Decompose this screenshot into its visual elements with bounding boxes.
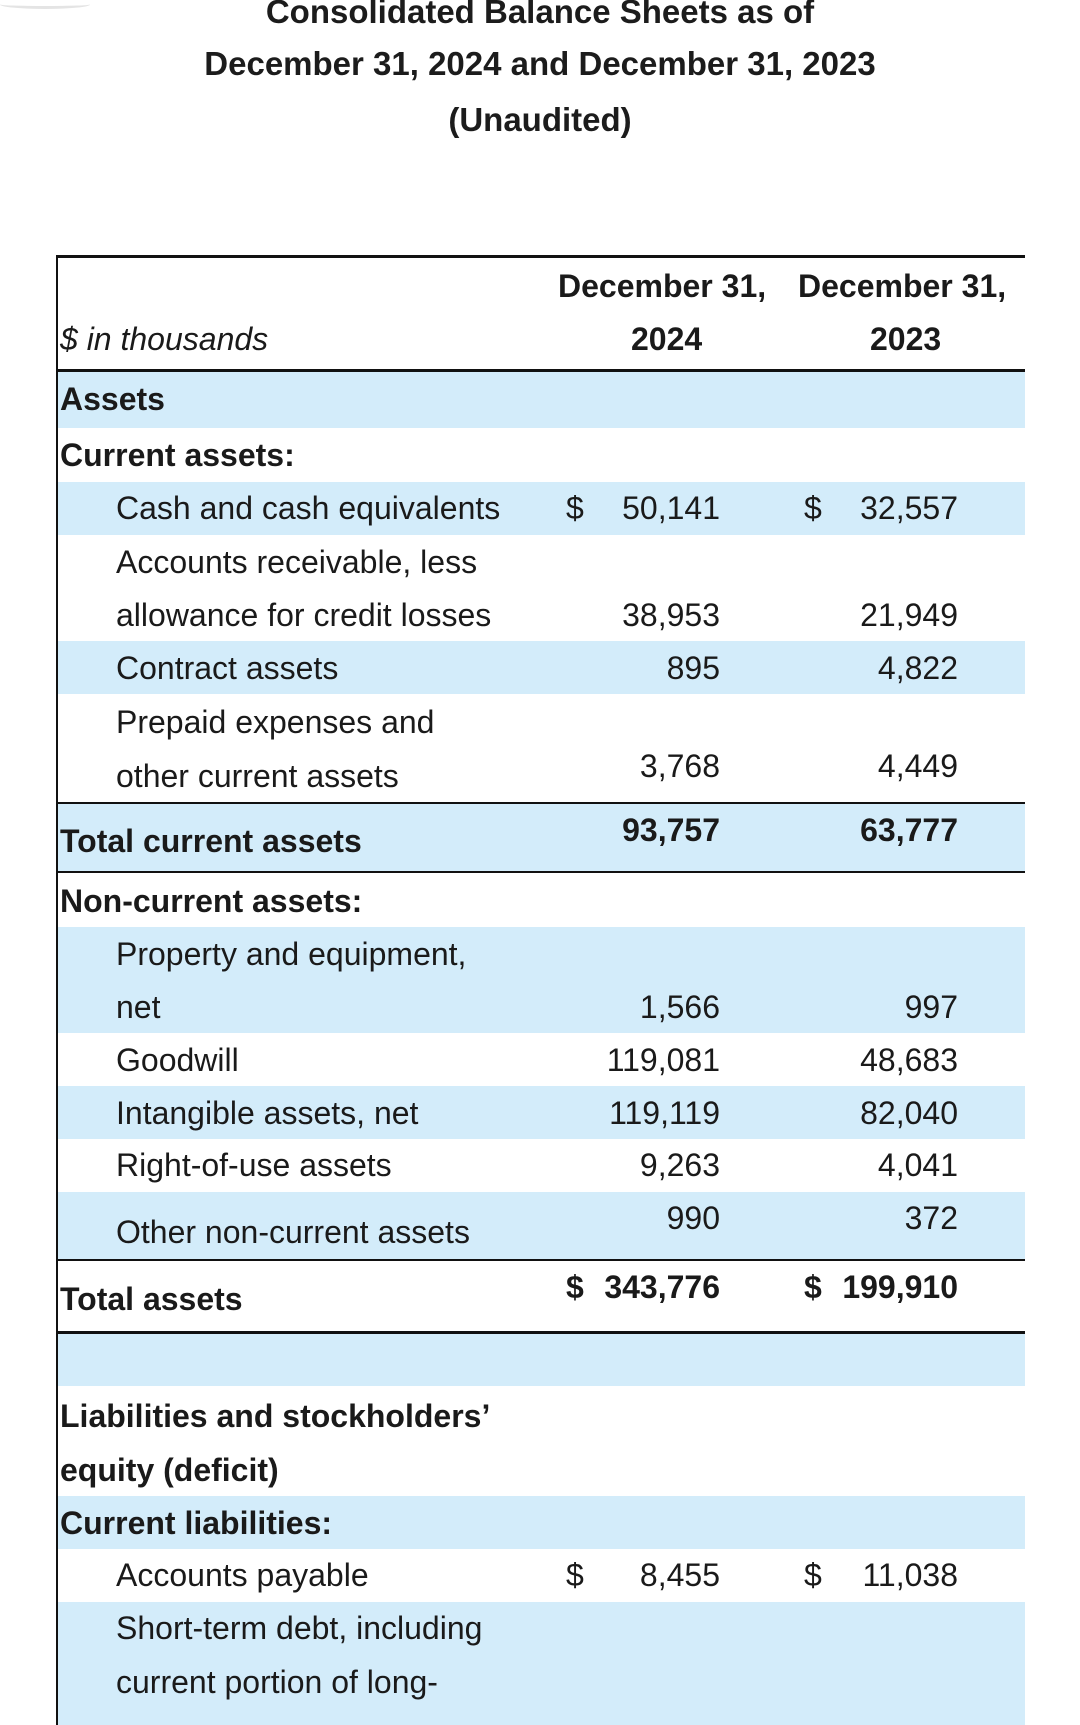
row-label: Goodwill xyxy=(116,1042,239,1078)
dollar-sign: $ xyxy=(566,1269,584,1305)
title-line-2: December 31, 2024 and December 31, 2023 xyxy=(204,45,876,82)
value-2023: 199,910 xyxy=(842,1269,958,1305)
dollar-sign: $ xyxy=(804,1269,822,1305)
subtotal-rule xyxy=(58,802,1025,804)
value-2024: 3,768 xyxy=(639,748,720,784)
row-label: Contract assets xyxy=(116,650,339,686)
value-2024: 1,566 xyxy=(639,989,720,1025)
table-row: Goodwill 119,081 48,683 xyxy=(58,1033,1025,1086)
row-label: Accounts receivable, less xyxy=(116,544,478,580)
table-row-empty xyxy=(58,1334,1025,1386)
col1-header-top: December 31, xyxy=(558,268,767,304)
section-label-assets: Assets xyxy=(60,381,165,417)
section-label-liabilities-cont: equity (deficit) xyxy=(60,1452,279,1488)
value-2023: 63,777 xyxy=(860,812,958,848)
row-label: Accounts payable xyxy=(116,1557,369,1593)
col1-header-year: 2024 xyxy=(631,321,703,357)
table-row: Intangible assets, net 119,119 82,040 xyxy=(58,1086,1025,1139)
dollar-sign: $ xyxy=(804,1557,822,1593)
row-label: Property and equipment, xyxy=(116,936,467,972)
value-2023: 997 xyxy=(904,989,958,1025)
subtotal-rule xyxy=(58,871,1025,873)
table-row: Current assets: xyxy=(58,428,1025,482)
table-top-rule xyxy=(58,255,1025,258)
row-label: Intangible assets, net xyxy=(116,1095,419,1131)
table-row: Accounts payable $ 8,455 $ 11,038 xyxy=(58,1549,1025,1602)
title-line-3: (Unaudited) xyxy=(448,101,632,138)
value-2024: 119,081 xyxy=(606,1042,720,1078)
row-label: Short-term debt, including xyxy=(116,1610,483,1646)
table-row: Contract assets 895 4,822 xyxy=(58,641,1025,694)
table-row: Non-current assets: xyxy=(58,873,1025,927)
value-2024: 990 xyxy=(666,1200,720,1236)
value-2024: 119,119 xyxy=(609,1095,720,1131)
table-row: Current liabilities: xyxy=(58,1496,1025,1549)
title-line-1: Consolidated Balance Sheets as of xyxy=(265,0,815,30)
row-label: Cash and cash equivalents xyxy=(116,490,501,526)
dollar-sign: $ xyxy=(566,490,584,526)
balance-sheet-table: December 31, December 31, $ in thousands… xyxy=(56,255,1025,1725)
row-label-cont: current portion of long- xyxy=(116,1664,438,1700)
corner-fragment xyxy=(0,0,90,9)
col2-header-year: 2023 xyxy=(870,321,942,357)
value-2023: 82,040 xyxy=(860,1095,958,1131)
section-label-current-assets: Current assets: xyxy=(60,437,295,473)
table-row: Right-of-use assets 9,263 4,041 xyxy=(58,1139,1025,1192)
section-label-current-liabilities: Current liabilities: xyxy=(60,1505,333,1541)
dollar-sign: $ xyxy=(566,1557,584,1593)
table-row: Total current assets 93,757 63,777 xyxy=(58,804,1025,871)
row-label-cont: allowance for credit losses xyxy=(116,597,492,633)
row-label: Prepaid expenses and xyxy=(116,704,435,740)
table-row: Property and equipment, net 1,566 997 xyxy=(58,927,1025,1033)
value-2024: 895 xyxy=(666,650,720,686)
table-row: Assets xyxy=(58,372,1025,428)
row-label-total: Total assets xyxy=(60,1281,243,1317)
row-label-cont: net xyxy=(116,989,161,1025)
value-2023: 32,557 xyxy=(860,490,958,526)
value-2023: 48,683 xyxy=(860,1042,958,1078)
value-2023: 372 xyxy=(904,1200,958,1236)
value-2024: 9,263 xyxy=(639,1147,720,1183)
dollar-sign: $ xyxy=(804,490,822,526)
table-row: Other non-current assets 990 372 xyxy=(58,1192,1025,1259)
value-2023: 11,038 xyxy=(862,1557,959,1593)
value-2023: 4,822 xyxy=(877,650,958,686)
col2-header-top: December 31, xyxy=(798,268,1007,304)
row-label: Other non-current assets xyxy=(116,1214,470,1250)
value-2024: 93,757 xyxy=(622,812,720,848)
table-row: Liabilities and stockholders’ equity (de… xyxy=(58,1386,1025,1496)
row-label-total: Total current assets xyxy=(60,823,362,859)
value-2024: 343,776 xyxy=(604,1269,720,1305)
section-label-noncurrent: Non-current assets: xyxy=(60,883,363,919)
value-2024: 50,141 xyxy=(622,490,720,526)
total-rule xyxy=(58,1331,1025,1334)
table-row: Total assets $ 343,776 $ 199,910 xyxy=(58,1261,1025,1331)
units-label: $ in thousands xyxy=(60,321,269,357)
table-row: Cash and cash equivalents $ 50,141 $ 32,… xyxy=(58,482,1025,535)
section-label-liabilities: Liabilities and stockholders’ xyxy=(60,1398,491,1434)
table-row: Prepaid expenses and other current asset… xyxy=(58,694,1025,802)
value-2024: 38,953 xyxy=(622,597,720,633)
row-label-cont: other current assets xyxy=(116,758,399,794)
header-rule xyxy=(58,369,1025,372)
table-row: Accounts receivable, less allowance for … xyxy=(58,535,1025,641)
row-label: Right-of-use assets xyxy=(116,1147,392,1183)
value-2023: 4,449 xyxy=(877,748,958,784)
value-2024: 8,455 xyxy=(639,1557,720,1593)
table-row: Short-term debt, including current porti… xyxy=(58,1602,1025,1725)
value-2023: 4,041 xyxy=(877,1147,958,1183)
subtotal-rule xyxy=(58,1259,1025,1261)
value-2023: 21,949 xyxy=(860,597,958,633)
